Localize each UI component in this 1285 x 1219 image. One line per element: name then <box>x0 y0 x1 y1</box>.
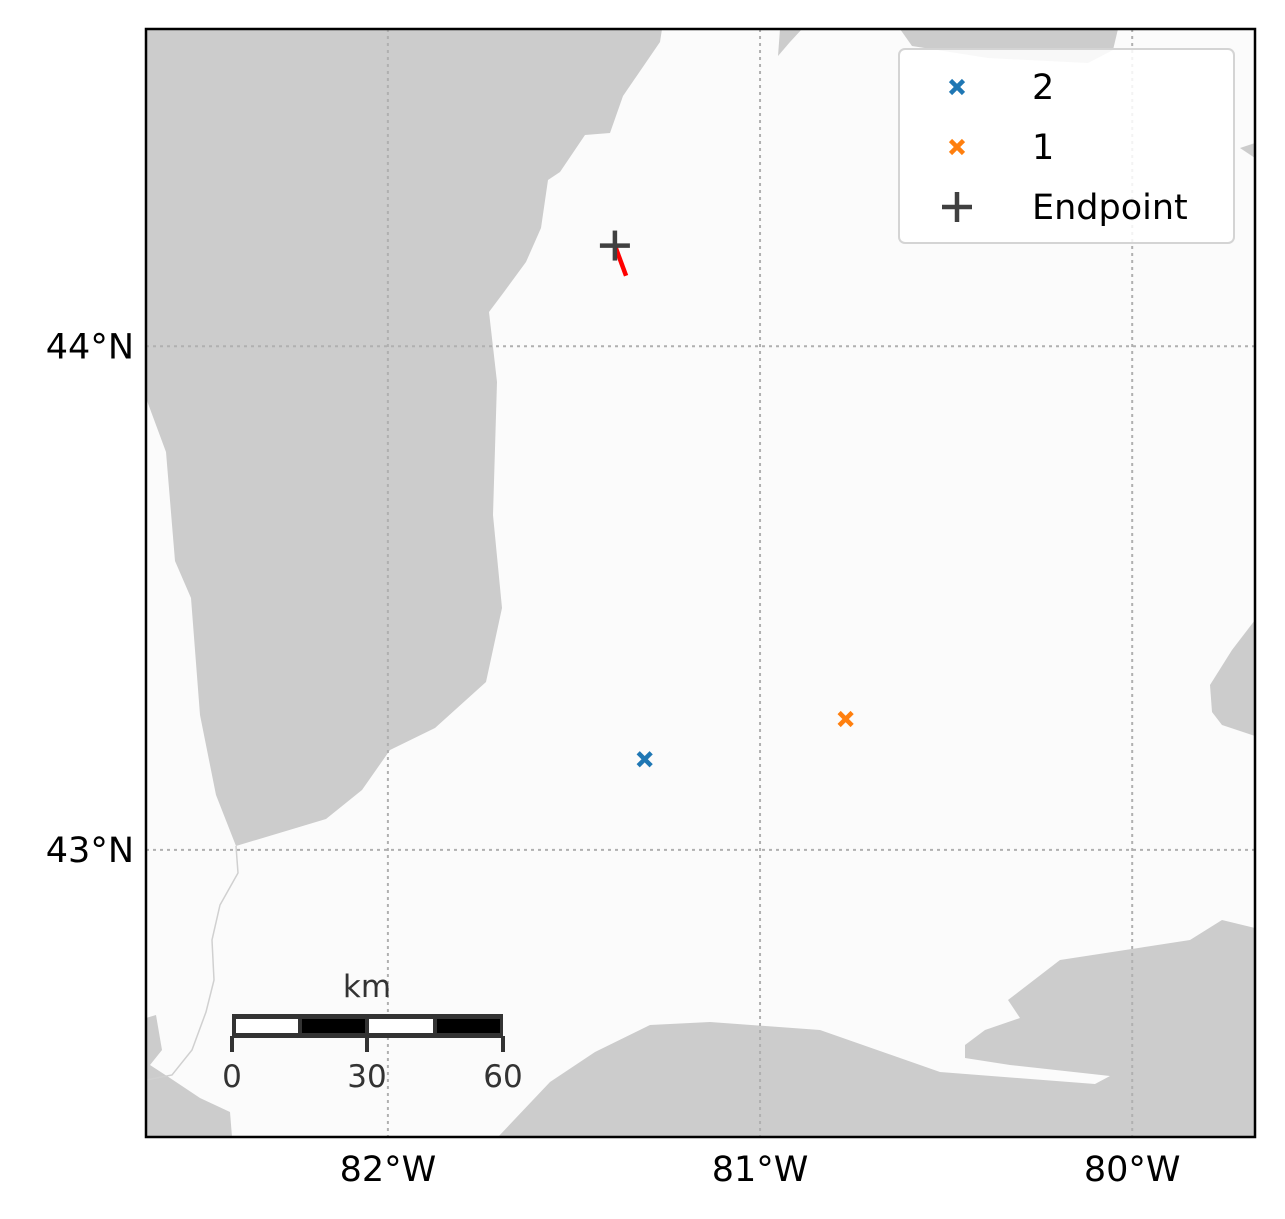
plot-frame <box>144 27 1257 1139</box>
scale-bar-unit: km <box>343 969 391 1005</box>
land-tobermory-island <box>778 29 802 56</box>
land-southern-ontario <box>498 920 1255 1137</box>
land-east-edge <box>1240 143 1255 158</box>
scale-bar-segment-3 <box>369 1019 433 1033</box>
marker-2-0 <box>636 751 653 768</box>
x-tick-label: 80°W <box>1084 1150 1181 1190</box>
scale-bar-label-60: 60 <box>483 1059 522 1095</box>
scale-bar-segment-1 <box>236 1019 298 1033</box>
border-line <box>146 845 239 1081</box>
legend-label-2: Endpoint <box>1032 188 1188 228</box>
marker-1-0 <box>837 710 854 728</box>
land-east-shore <box>1210 620 1255 736</box>
legend-symbol-1 <box>948 138 966 156</box>
scale-bar-label-0: 0 <box>222 1059 242 1095</box>
marker-endpoint-0 <box>599 230 630 261</box>
x-tick-label: 81°W <box>712 1150 809 1190</box>
scale-bar-label-30: 30 <box>347 1059 386 1095</box>
marker-layer <box>599 230 854 768</box>
scale-bar-segment-4 <box>437 1019 500 1033</box>
legend: 2 1 Endpoint <box>898 48 1235 244</box>
legend-label-1: 1 <box>1032 128 1054 168</box>
legend-label-0: 2 <box>1032 68 1054 108</box>
legend-symbol-2 <box>942 192 972 222</box>
land-bruce-peninsula <box>146 29 662 846</box>
legend-box <box>898 48 1235 244</box>
x-tick-label: 82°W <box>340 1150 437 1190</box>
tick-labels: 82°W 81°W 80°W 44°N 43°N <box>46 327 1181 1190</box>
y-tick-label: 43°N <box>46 831 134 871</box>
scale-bar: km 0 30 60 <box>222 969 523 1095</box>
legend-items: 2 1 Endpoint <box>942 68 1188 228</box>
y-tick-label: 44°N <box>46 327 134 367</box>
legend-symbol-0 <box>948 78 966 96</box>
land-southwest-corner <box>146 1015 232 1137</box>
scale-bar-segment-2 <box>302 1019 365 1033</box>
